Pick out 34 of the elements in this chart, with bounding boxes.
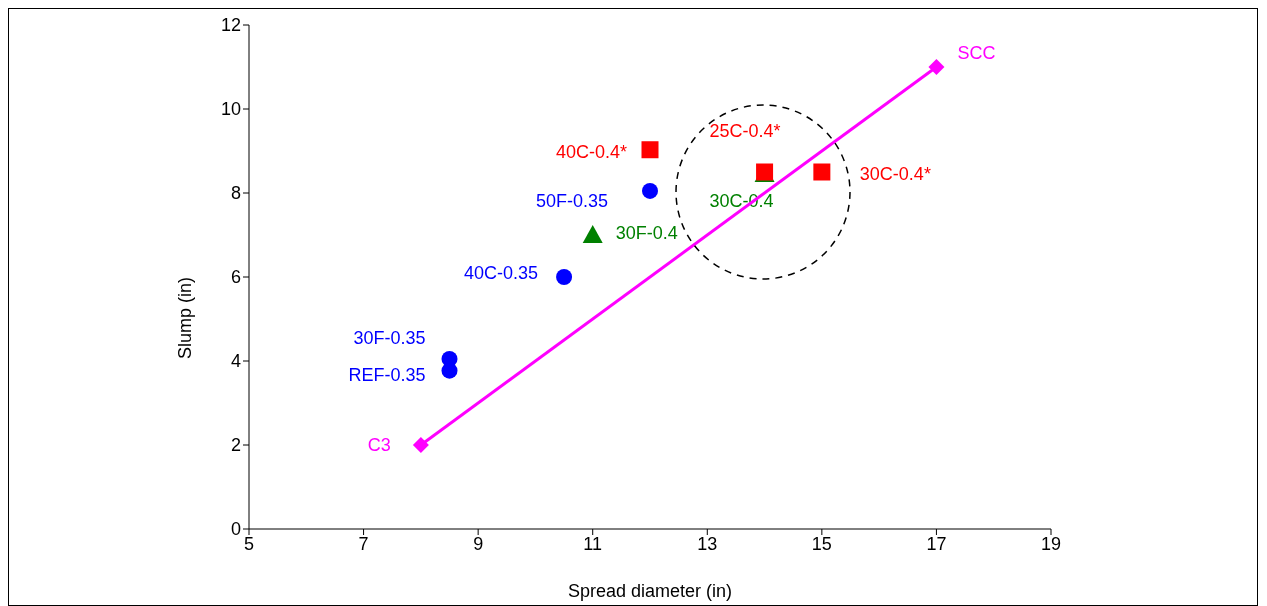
- x-tick-label: 9: [473, 533, 484, 554]
- x-tick-label: 7: [358, 533, 369, 554]
- data-label: 40C-0.4*: [555, 141, 627, 162]
- y-tick-label: 8: [230, 183, 241, 204]
- point: [641, 141, 659, 159]
- data-label: C3: [367, 435, 391, 455]
- point: [642, 182, 658, 199]
- x-tick-label: 19: [1040, 533, 1062, 554]
- point: [928, 59, 945, 75]
- y-tick-label: 2: [230, 435, 241, 456]
- data-label: 30C-0.4*: [859, 164, 931, 184]
- point: [813, 163, 831, 181]
- data-label: 25C-0.4*: [709, 121, 781, 141]
- y-axis-title: Slump (in): [175, 277, 196, 360]
- point: [412, 437, 429, 453]
- data-label: 50F-0.35: [535, 190, 608, 211]
- data-label: 30F-0.4: [615, 223, 678, 243]
- x-tick-label: 17: [926, 533, 947, 554]
- y-tick-label: 0: [230, 519, 241, 540]
- y-tick-label: 4: [230, 351, 241, 372]
- x-axis-title: Spread diameter (in): [567, 581, 733, 601]
- y-tick-label: 10: [220, 99, 241, 120]
- data-label: 30F-0.35: [353, 327, 426, 348]
- x-tick-label: 11: [583, 533, 603, 554]
- y-tick-label: 6: [230, 267, 241, 288]
- x-tick-label: 15: [811, 533, 832, 554]
- data-label: SCC: [957, 43, 996, 63]
- y-tick-label: 12: [220, 15, 241, 36]
- x-tick-label: 13: [697, 533, 718, 554]
- x-tick-label: 5: [243, 533, 255, 554]
- point: [582, 225, 603, 243]
- point: [556, 269, 573, 285]
- data-label: REF-0.35: [348, 364, 426, 385]
- data-label: 40C-0.35: [464, 263, 539, 283]
